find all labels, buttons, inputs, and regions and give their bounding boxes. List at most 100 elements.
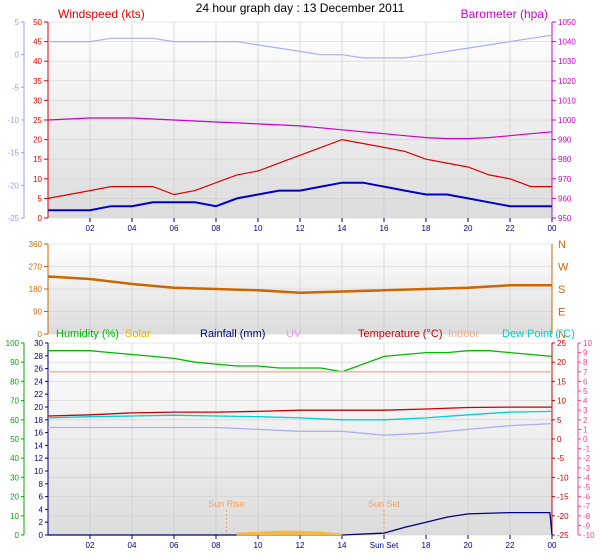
tick-label: 180 <box>29 285 43 294</box>
x-tick-label: 10 <box>254 224 263 233</box>
tick-label: 970 <box>558 175 572 184</box>
barometer-axis-label: Barometer (hpa) <box>461 7 548 21</box>
sun-rise-label: Sun Rise <box>208 499 245 509</box>
tick-label: 3 <box>583 406 588 415</box>
tick-label: 20 <box>557 358 566 367</box>
tick-label: 70 <box>10 397 19 406</box>
tick-label: 25 <box>557 339 566 348</box>
x-tick-label: 22 <box>506 541 515 550</box>
tick-label: 45 <box>33 38 42 47</box>
tick-label: 20 <box>34 403 43 412</box>
tick-label: -5 <box>557 454 565 463</box>
tick-label: 24 <box>34 377 43 386</box>
x-tick-label: 06 <box>170 541 179 550</box>
tick-label: 25 <box>33 116 42 125</box>
tick-label: 4 <box>39 505 44 514</box>
tick-label: 20 <box>10 493 19 502</box>
x-tick-label: 08 <box>212 224 221 233</box>
x-tick-label: 20 <box>464 541 473 550</box>
legend-label: Dew Point (°C) <box>502 328 575 340</box>
tick-label: 1000 <box>558 116 576 125</box>
chart-title: 24 hour graph day : 13 December 2011 <box>196 1 405 15</box>
tick-label: 6 <box>583 377 588 386</box>
tick-label: -6 <box>583 493 591 502</box>
series-group <box>47 350 553 536</box>
tick-label: -4 <box>583 473 591 482</box>
compass-label: N <box>558 329 566 341</box>
tick-label: 270 <box>29 263 43 272</box>
series-line-0 <box>47 138 552 199</box>
tick-label: 15 <box>33 155 42 164</box>
legend-label: UV <box>286 328 302 340</box>
tick-label: -3 <box>583 464 591 473</box>
tick-label: 1040 <box>558 38 576 47</box>
tick-label: 26 <box>34 365 43 374</box>
legend-label: Solar <box>125 328 151 340</box>
tick-label: 5 <box>557 416 562 425</box>
tick-label: 10 <box>33 175 42 184</box>
compass-label: S <box>558 284 565 296</box>
tick-label: -15 <box>557 493 569 502</box>
series-line-0 <box>48 350 553 373</box>
x-tick-label: 16 <box>380 224 389 233</box>
x-tick-label: 12 <box>296 541 305 550</box>
tick-label: 30 <box>34 339 43 348</box>
tick-label: 5 <box>15 18 20 27</box>
x-tick-label: 18 <box>422 224 431 233</box>
tick-label: 0 <box>38 330 43 339</box>
legend-label: Humidity (%) <box>56 328 119 340</box>
x-tick-label: 04 <box>128 224 137 233</box>
x-tick-label: 04 <box>128 541 137 550</box>
direction-series <box>47 275 552 295</box>
panel-wind-pressure: Windspeed (kts) Barometer (hpa) -25 -20 -1… <box>7 7 576 233</box>
windspeed-axis-label: Windspeed (kts) <box>58 7 145 21</box>
compass-label: E <box>558 307 565 319</box>
x-tick-label: 22 <box>506 224 515 233</box>
x-tick-label: 14 <box>338 541 347 550</box>
tick-label: 1020 <box>558 77 576 86</box>
tick-label: -8 <box>583 512 591 521</box>
tick-label: 100 <box>6 339 20 348</box>
tick-label: -10 <box>583 531 595 540</box>
tick-label: 22 <box>34 390 43 399</box>
tick-label: 40 <box>10 454 19 463</box>
tick-label: -9 <box>583 521 591 530</box>
series-line-2 <box>47 117 553 140</box>
x-tick-label: 20 <box>464 224 473 233</box>
tick-label: 7 <box>583 368 588 377</box>
tick-label: 0 <box>38 214 43 223</box>
tick-label: 5 <box>38 194 43 203</box>
series-group <box>47 275 552 295</box>
tick-label: 28 <box>34 352 43 361</box>
x-tick-label: 00 <box>548 224 557 233</box>
tick-label: 16 <box>34 429 43 438</box>
legend-label: Temperature (°C) <box>358 328 442 340</box>
x-tick-label: 02 <box>86 541 95 550</box>
compass-label: N <box>558 239 566 251</box>
tick-label: 80 <box>10 377 19 386</box>
tick-label: -10 <box>7 116 19 125</box>
tick-label: 20 <box>33 136 42 145</box>
axes: -25-20-15-10-505051015202530354045509509… <box>7 18 576 233</box>
legend-label: Rainfall (mm) <box>200 328 265 340</box>
tick-label: 980 <box>558 155 572 164</box>
series-line-5 <box>48 511 553 536</box>
tick-label: 0 <box>39 531 44 540</box>
tick-label: -5 <box>12 83 20 92</box>
tick-label: 9 <box>583 349 588 358</box>
tick-label: -5 <box>583 483 591 492</box>
tick-label: 1030 <box>558 57 576 66</box>
tick-label: 360 <box>29 240 43 249</box>
tick-label: 2 <box>39 518 44 527</box>
tick-label: 50 <box>33 18 42 27</box>
tick-label: -10 <box>557 473 569 482</box>
tick-label: -2 <box>583 454 591 463</box>
tick-label: 18 <box>34 416 43 425</box>
tick-label: 0 <box>15 531 20 540</box>
x-tick-label: 06 <box>170 224 179 233</box>
tick-label: 30 <box>33 96 42 105</box>
tick-label: 10 <box>10 512 19 521</box>
x-tick-label: 08 <box>212 541 221 550</box>
